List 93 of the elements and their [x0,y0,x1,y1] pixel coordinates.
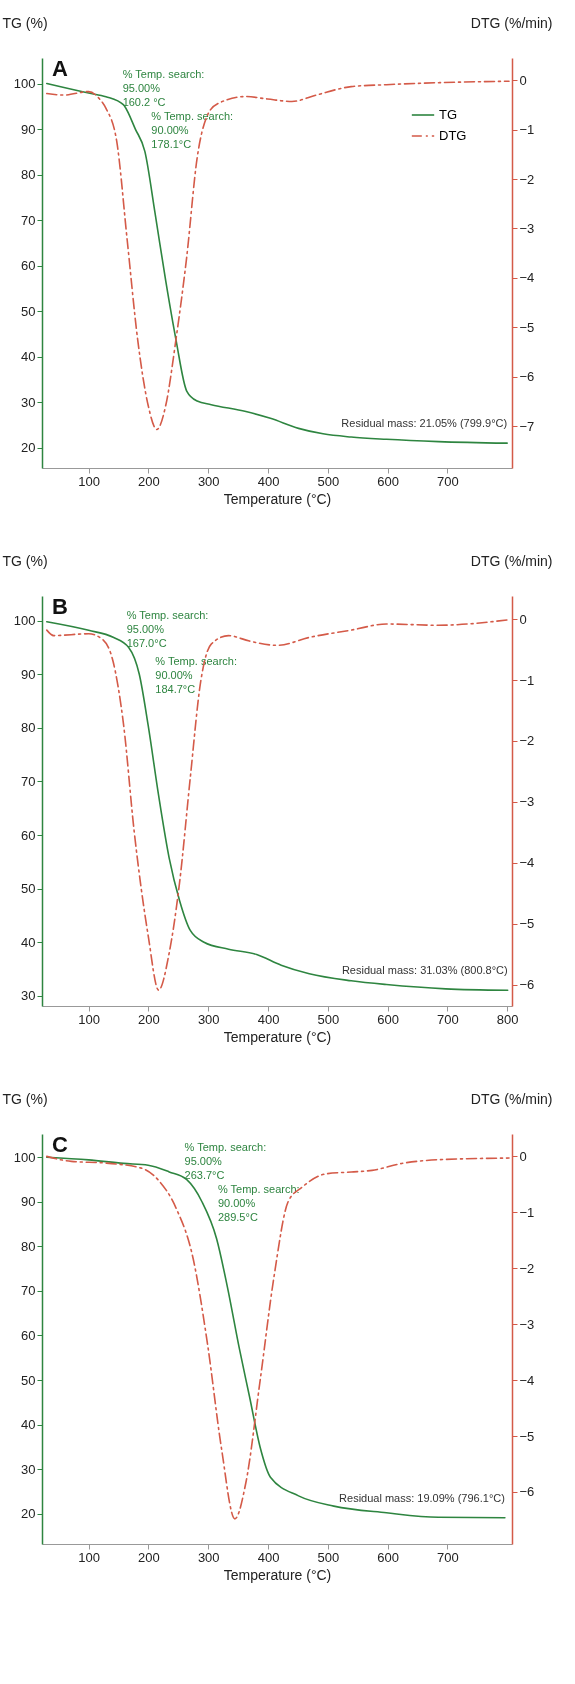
x-tick-label: 500 [317,473,340,489]
y-tick-label: 30 [21,1461,36,1477]
x-tick-label: 700 [437,1549,459,1565]
y2-tick-label: −5 [519,916,535,932]
y2-axis-title: DTG (%/min) [470,14,553,31]
y2-tick-label: −5 [519,1428,535,1444]
annotation: Residual mass: 19.09% (796.1°C) [339,1491,505,1504]
x-tick-label: 400 [257,473,280,489]
annotation: Residual mass: 31.03% (800.8°C) [341,964,508,977]
y2-tick-label: −5 [519,319,535,335]
annotation: % Temp. search: 90.00% 178.1°C [151,110,234,151]
y2-tick-label: −6 [519,369,535,385]
y2-axis-title: DTG (%/min) [470,552,553,569]
x-axis-title: Temperature (°C) [223,1566,332,1583]
y2-tick-label: −6 [519,977,535,993]
y-tick-label: 50 [21,881,36,897]
y-axis-title: TG (%) [2,552,48,569]
legend-label: DTG [439,128,467,143]
x-axis-title: Temperature (°C) [223,1028,332,1045]
x-tick-label: 300 [197,473,220,489]
y-tick-label: 60 [21,827,36,843]
y-tick-label: 30 [21,988,36,1004]
y2-tick-label: −3 [519,1316,535,1332]
x-axis-title: Temperature (°C) [223,490,332,507]
y-tick-label: 60 [21,1327,36,1343]
y-tick-label: 70 [21,1283,36,1299]
x-tick-label: 600 [377,1011,399,1027]
y2-tick-label: −2 [519,171,535,187]
y2-tick-label: −2 [519,1260,535,1276]
x-tick-label: 600 [377,473,399,489]
annotation: % Temp. search: 95.00% 167.0°C [126,609,209,650]
y2-axis-title: DTG (%/min) [470,1090,553,1107]
x-tick-label: 600 [377,1549,399,1565]
x-tick-label: 100 [78,473,100,489]
x-tick-label: 200 [138,1011,160,1027]
annotation: % Temp. search: 95.00% 263.7°C [184,1141,267,1182]
y2-tick-label: −6 [519,1484,535,1500]
y2-tick-label: −3 [519,220,535,236]
y-tick-label: 30 [21,394,36,410]
x-tick-label: 300 [197,1549,220,1565]
y2-tick-label: −4 [519,270,535,286]
y-tick-label: 40 [21,1417,36,1433]
y2-tick-label: −1 [519,122,535,138]
chart-title: C [52,1132,68,1157]
y-tick-label: 20 [21,440,36,456]
y2-tick-label: 0 [519,72,527,88]
y-tick-label: 80 [21,1238,36,1254]
y2-tick-label: −4 [519,855,535,871]
y-tick-label: 70 [21,773,36,789]
y-tick-label: 50 [21,303,36,319]
y-axis-title: TG (%) [2,14,48,31]
x-tick-label: 200 [138,473,160,489]
annotation: % Temp. search: 90.00% 184.7°C [155,655,238,696]
y-tick-label: 50 [21,1372,36,1388]
y-tick-label: 100 [13,1149,36,1165]
x-tick-label: 500 [317,1011,340,1027]
y-tick-label: 90 [21,666,36,682]
y2-tick-label: −2 [519,733,535,749]
y2-tick-label: −1 [519,1204,535,1220]
y2-tick-label: 0 [519,1148,527,1164]
x-tick-label: 400 [257,1549,280,1565]
y-tick-label: 60 [21,258,36,274]
annotation: % Temp. search: 90.00% 289.5°C [217,1182,300,1223]
y2-tick-label: −1 [519,672,535,688]
x-tick-label: 100 [78,1011,100,1027]
x-tick-label: 400 [257,1011,280,1027]
y-tick-label: 90 [21,121,36,137]
y2-tick-label: 0 [519,611,527,627]
y-tick-label: 80 [21,167,36,183]
y2-tick-label: −7 [519,418,535,434]
x-tick-label: 300 [197,1011,220,1027]
chart-title: B [52,594,68,619]
y-tick-label: 20 [21,1506,36,1522]
x-tick-label: 100 [78,1549,100,1565]
y-tick-label: 40 [21,349,36,365]
chart-title: A [52,56,68,81]
y-tick-label: 100 [13,76,36,92]
x-tick-label: 700 [437,1011,459,1027]
y-tick-label: 40 [21,934,36,950]
y2-tick-label: −4 [519,1372,535,1388]
annotation: Residual mass: 21.05% (799.9°C) [341,417,508,430]
y2-tick-label: −3 [519,794,535,810]
y-axis-title: TG (%) [2,1090,48,1107]
y-tick-label: 100 [13,613,36,629]
y-tick-label: 70 [21,212,36,228]
x-tick-label: 700 [437,473,459,489]
x-tick-label: 200 [138,1549,160,1565]
y-tick-label: 90 [21,1194,36,1210]
legend-label: TG [439,107,458,122]
annotation: % Temp. search: 95.00% 160.2 °C [122,68,205,109]
x-tick-label: 500 [317,1549,340,1565]
x-tick-label: 800 [496,1011,519,1027]
y-tick-label: 80 [21,720,36,736]
